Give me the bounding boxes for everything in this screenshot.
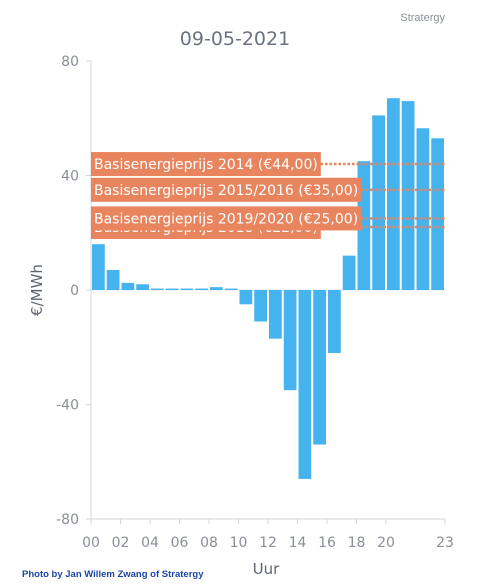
annotation-box [91,206,362,231]
chart-title: 09-05-2021 [179,28,291,50]
bar-hour-20 [387,98,400,291]
annotation-label: Basisenergieprijs 2014 (€44,00) [91,152,321,177]
x-tick-label: 16 [318,535,336,551]
bar-hour-10 [239,290,253,305]
bar-hour-12 [269,290,282,339]
y-tick-label: 40 [61,169,79,185]
annotation-box [91,152,321,177]
bar-hour-2 [121,282,135,290]
annotation-text: Basisenergieprijs 2015/2016 (€35,00) [94,183,358,199]
bar-hour-15 [313,290,326,445]
x-tick-label: 14 [289,535,307,551]
x-tick-label: 18 [348,535,366,551]
bar-hour-19 [372,115,385,290]
x-tick-label: 10 [230,535,248,551]
annotation-text: Basisenergieprijs 2014 (€44,00) [94,157,318,173]
bar-hour-16 [328,290,341,353]
photo-credit: Photo by Jan Willem Zwang of Stratergy [22,569,204,580]
annotations: Basisenergieprijs 2018 (€22,00)Basisener… [91,152,445,240]
x-tick-label: 06 [171,535,189,551]
axes [86,60,446,524]
x-tick-label: 04 [141,535,159,551]
x-tick-label: 12 [259,535,277,551]
y-tick-label: 0 [70,283,79,299]
bar-hour-8 [210,287,223,290]
annotation-box [91,177,362,202]
x-axis-title: Uur [253,560,280,578]
bar-hour-22 [416,128,430,290]
annotation-label: Basisenergieprijs 2019/2020 (€25,00) [91,206,362,231]
y-tick-label: -80 [56,512,79,528]
y-axis-title: €/MWh [28,264,46,316]
bar-hour-23 [431,138,444,290]
bar-hour-0 [92,244,105,290]
bar-hour-7 [195,288,208,290]
bar-hour-4 [151,288,164,290]
bars [92,98,444,479]
bar-hour-11 [254,290,267,322]
annotation-label: Basisenergieprijs 2015/2016 (€35,00) [91,177,362,202]
x-tick-label: 00 [82,535,100,551]
bar-hour-3 [136,284,149,290]
bar-hour-21 [401,101,415,290]
y-tick-label: -40 [56,398,79,414]
bar-hour-1 [106,269,120,290]
bar-hour-13 [283,290,297,391]
x-tick-label: 02 [112,535,130,551]
bar-hour-9 [224,288,238,290]
y-tick-label: 80 [61,54,79,70]
bar-hour-14 [298,290,312,479]
brand-label: Stratergy [400,12,445,24]
bar-hour-17 [342,255,356,290]
x-tick-label: 20 [377,535,395,551]
annotation-text: Basisenergieprijs 2019/2020 (€25,00) [94,211,358,227]
bar-hour-6 [180,288,194,290]
x-tick-label: 23 [436,535,454,551]
x-tick-label: 08 [200,535,218,551]
bar-hour-5 [165,288,179,290]
